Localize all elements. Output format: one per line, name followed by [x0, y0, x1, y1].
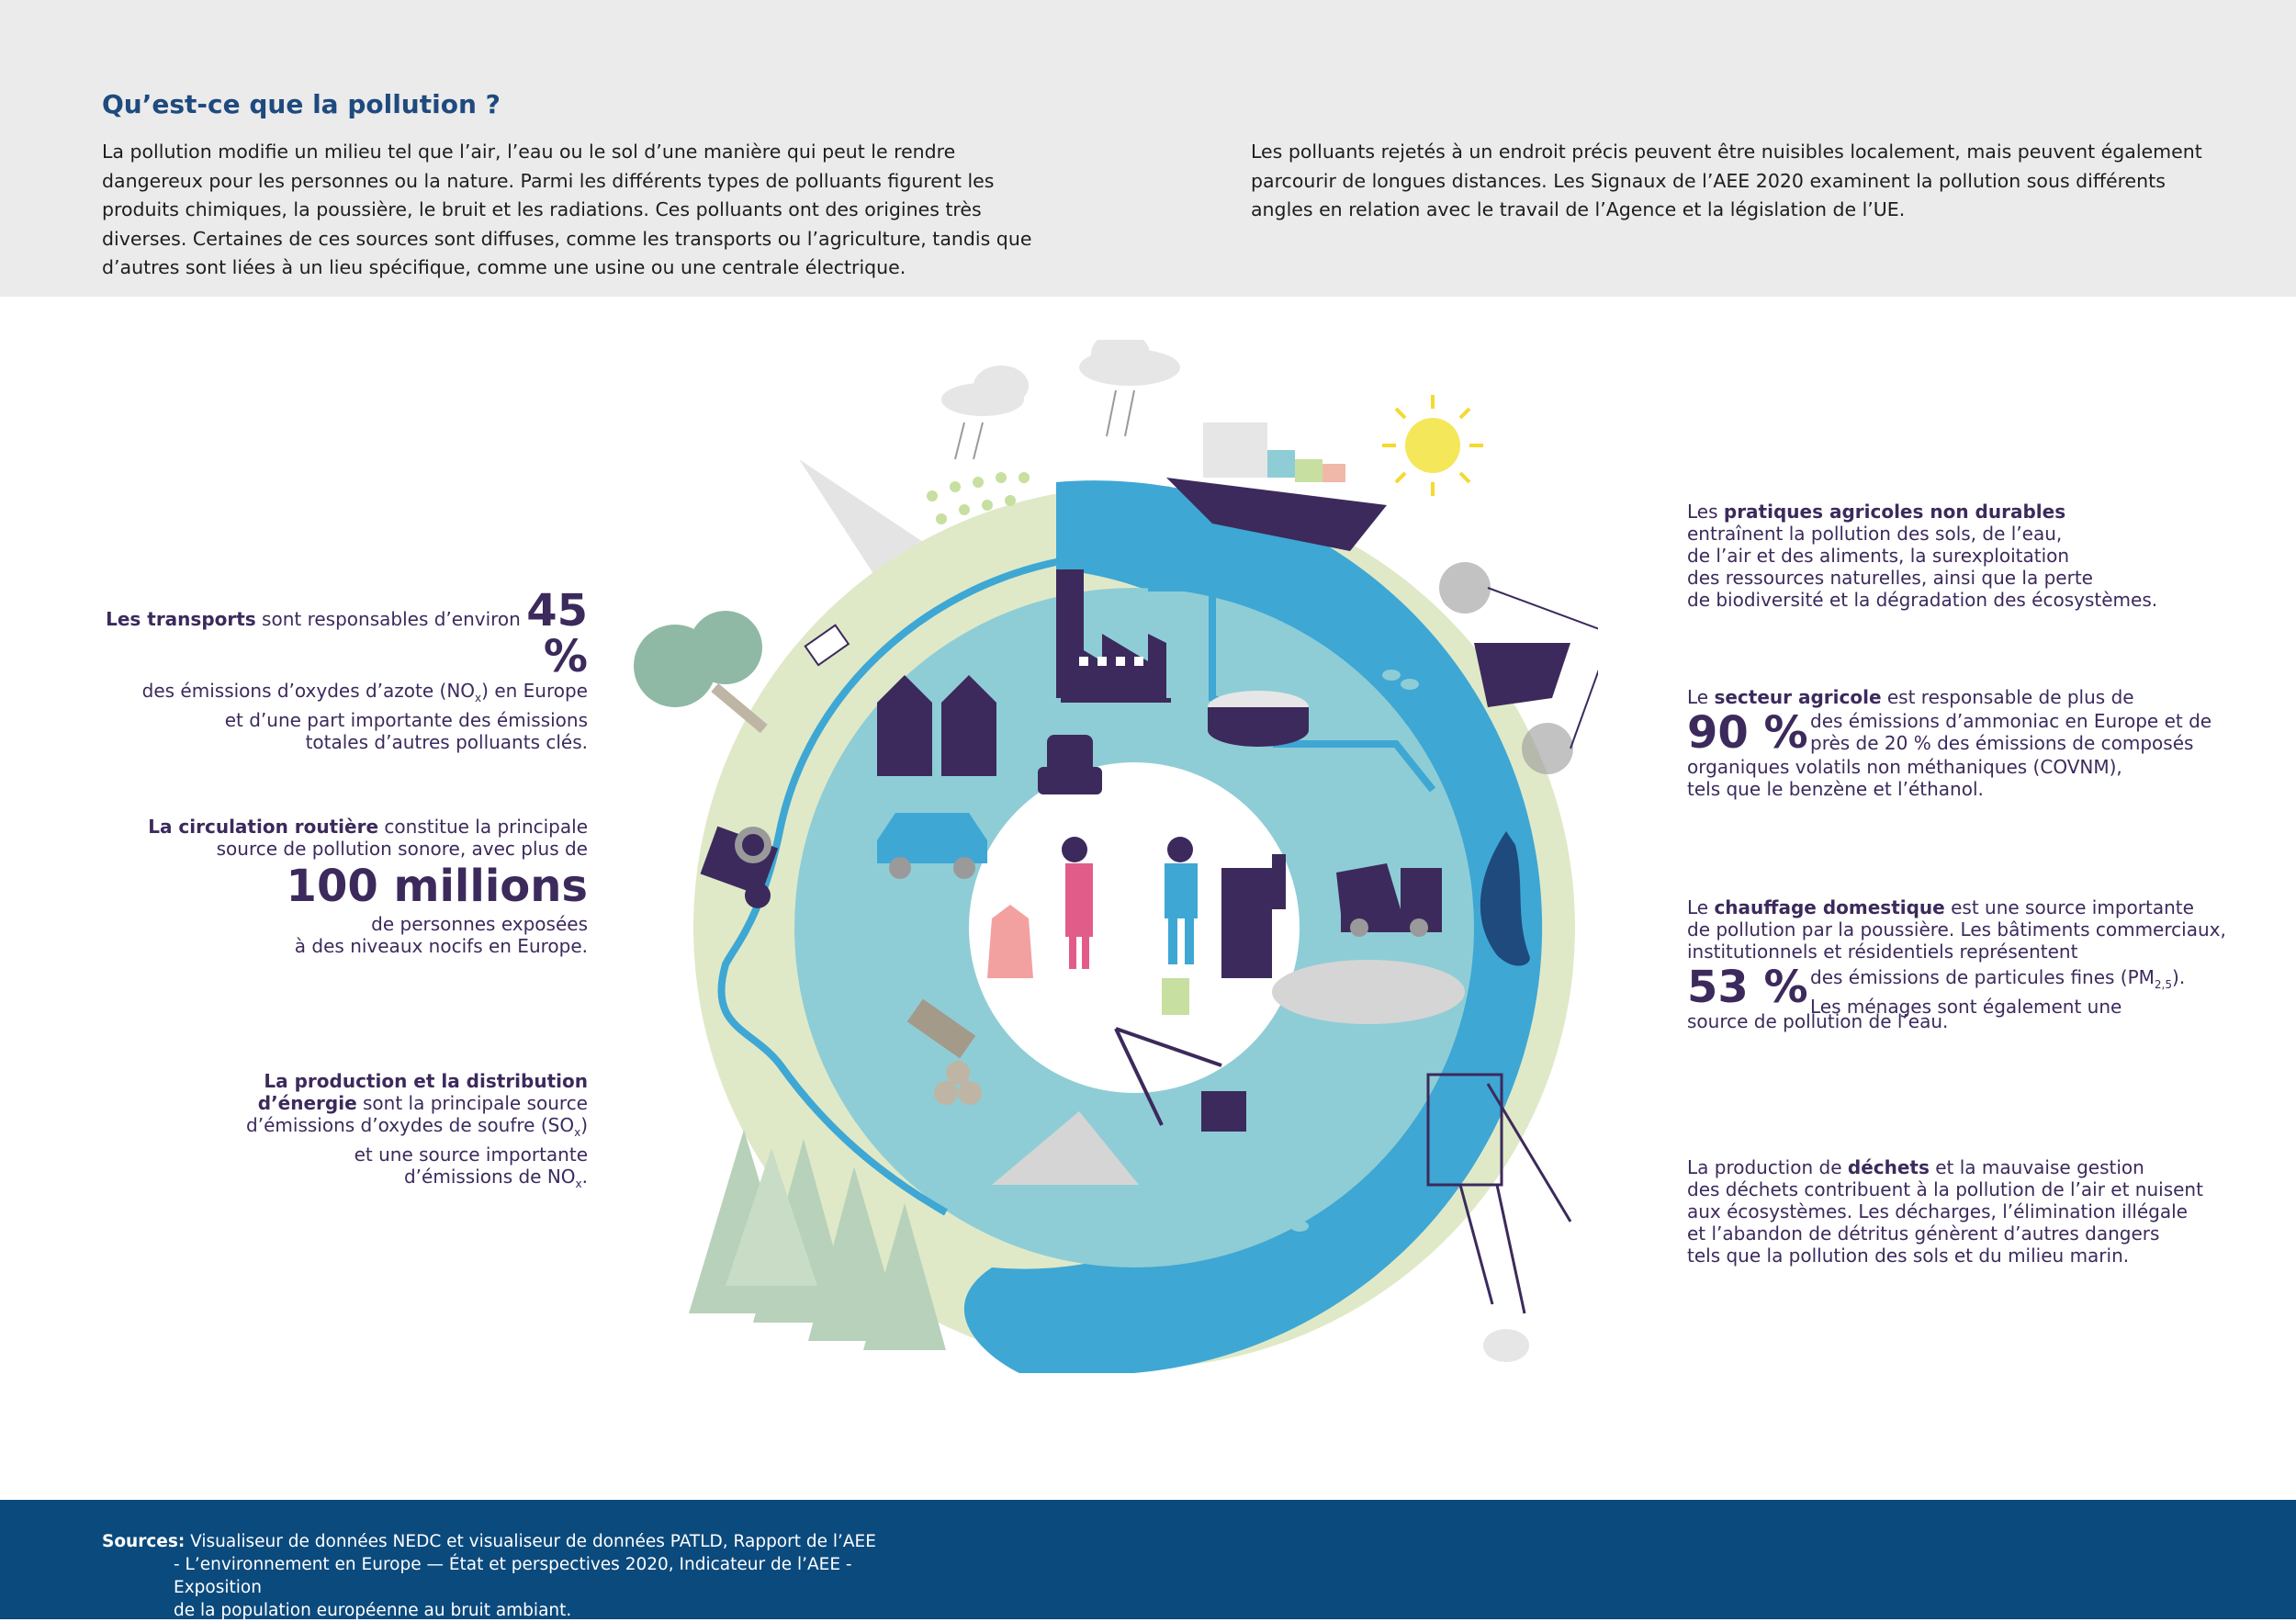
smoke-icon — [1483, 1329, 1529, 1362]
crops-icon — [927, 472, 1030, 524]
cow-icon — [804, 624, 850, 667]
heating-stat: 53 % — [1687, 962, 1808, 1013]
child-icon — [987, 905, 1033, 978]
fish-icon — [1272, 670, 1419, 1232]
fishing-boat-icon — [1439, 562, 1598, 774]
cloud-icon — [941, 340, 1180, 416]
sources-text: Sources: Visualiseur de données NEDC et … — [102, 1532, 876, 1620]
truck-icon — [1336, 863, 1442, 937]
sun-icon — [1382, 395, 1483, 496]
fact-agri-practices: Les pratiques agricoles non durables ent… — [1687, 501, 2158, 611]
intro-panel: Qu’est-ce que la pollution ? La pollutio… — [0, 0, 2296, 297]
fact-waste: La production de déchets et la mauvaise … — [1687, 1156, 2203, 1267]
landfill-icon — [1272, 960, 1465, 1024]
fact-heating: Le chauffage domestique est une source i… — [1687, 896, 2226, 1032]
house-icon — [877, 675, 996, 776]
forest-icon — [689, 1130, 946, 1350]
river-path — [717, 557, 1066, 1216]
factory-icon — [1056, 569, 1171, 703]
water-treatment-icon — [1208, 691, 1309, 747]
sand-pile-icon — [992, 1111, 1139, 1185]
rain-icon — [954, 389, 1135, 460]
agri-sector-stat: 90 % — [1687, 707, 1808, 759]
transport-stat: 45 % — [526, 585, 588, 682]
pollution-ring-diagram — [634, 340, 1598, 1373]
fact-road-noise: La circulation routière constitue la pri… — [92, 816, 588, 957]
water-dispenser-icon — [1221, 854, 1286, 978]
fact-transport: Les transports sont responsables d’envir… — [106, 585, 588, 753]
fact-agri-sector: Le secteur agricole est responsable de p… — [1687, 686, 2212, 800]
bin-icon — [1162, 978, 1189, 1015]
fact-energy: La production et la distribution d’énerg… — [246, 1070, 588, 1190]
page-title: Qu’est-ce que la pollution ? — [102, 89, 501, 119]
person-icon — [1165, 837, 1198, 964]
armchair-icon — [1038, 735, 1102, 794]
tree-icon — [634, 611, 768, 734]
whale-icon — [1480, 831, 1530, 966]
water-ring — [963, 480, 1543, 1373]
crane-icon — [1114, 1027, 1246, 1132]
road-noise-stat: 100 millions — [286, 861, 588, 912]
ship-icon — [1166, 422, 1387, 551]
car-icon — [877, 813, 987, 879]
sources-footer: Sources: Visualiseur de données NEDC et … — [0, 1500, 2296, 1620]
logs-icon — [906, 998, 982, 1105]
intro-paragraph-right: Les polluants rejetés à un endroit préci… — [1251, 141, 2202, 220]
tractor-icon — [700, 826, 779, 908]
inner-circle — [969, 762, 1300, 1093]
oil-rig-icon — [1426, 1073, 1572, 1314]
pregnant-woman-icon — [1062, 837, 1093, 969]
intro-paragraph-left: La pollution modifie un milieu tel que l… — [102, 141, 1032, 278]
